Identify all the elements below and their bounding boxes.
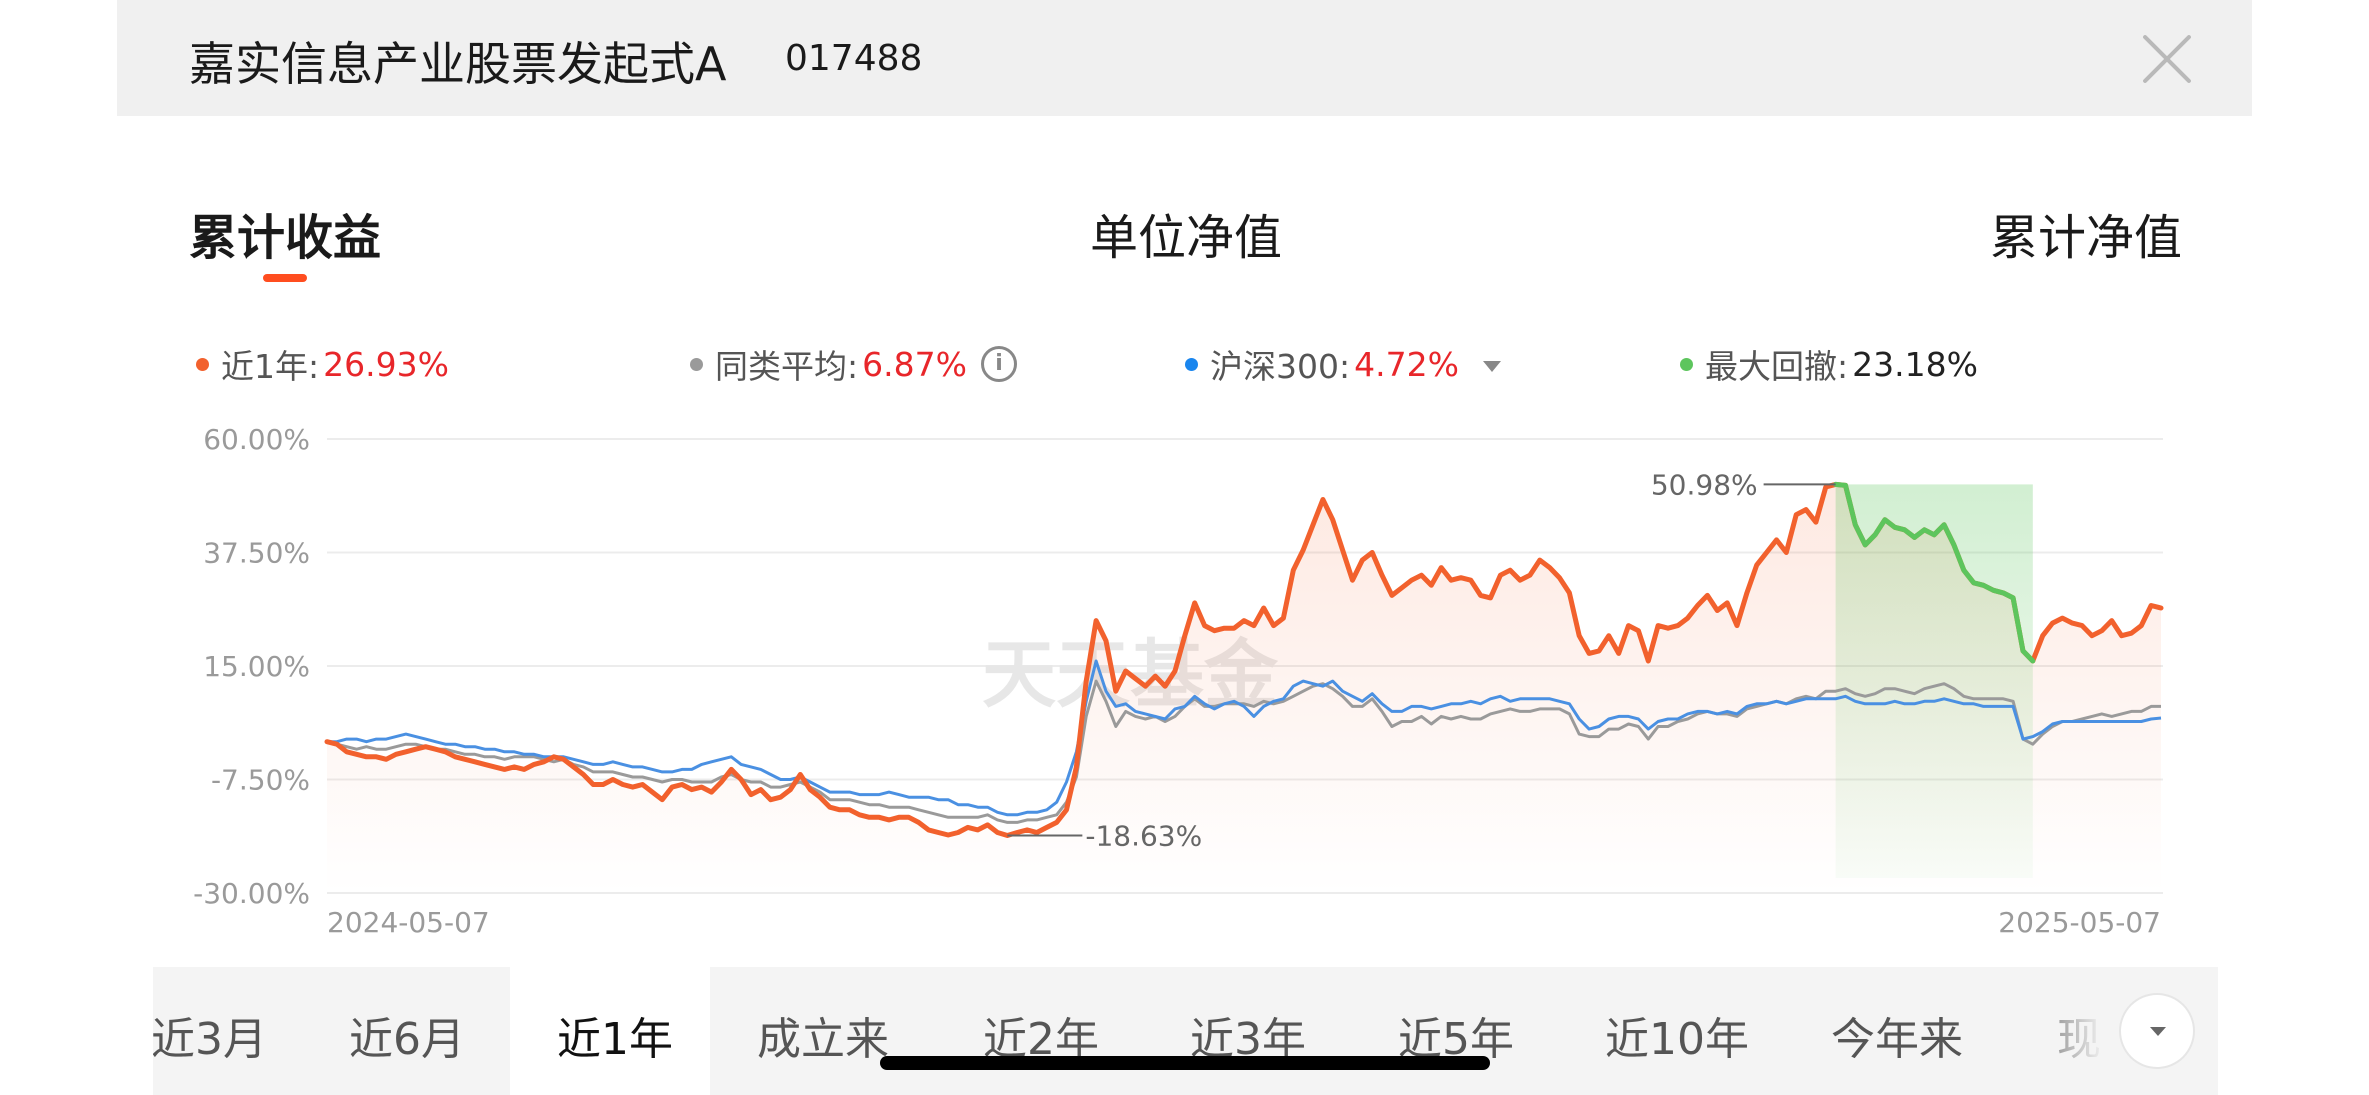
caret-down-icon[interactable] [1482, 360, 1501, 372]
y-tick-label: -7.50% [211, 764, 310, 797]
legend-peer: 同类平均: 6.87% i [690, 340, 1017, 388]
legend-peer-value: 6.87% [862, 344, 967, 384]
range-ytd[interactable]: 今年来 [1831, 1014, 1963, 1065]
legend-drawdown: 最大回撤: 23.18% [1680, 340, 1978, 388]
legend-index-label: 沪深300: [1210, 347, 1351, 386]
time-range-bar: 近3月 近6月 近1年 成立来 近2年 近3年 近5年 近10年 今年来 现 [153, 967, 2218, 1095]
tab-unit-nav[interactable]: 单位净值 [1090, 210, 1283, 266]
chevron-down-icon [2150, 1027, 2166, 1036]
csi300-line [327, 659, 2162, 817]
legend-index-dot [1185, 357, 1198, 371]
legend-fund-label: 近1年: [221, 347, 320, 386]
drawdown-line [1833, 481, 2036, 664]
fund-name: 嘉实信息产业股票发起式A [189, 37, 727, 91]
range-active-background [510, 967, 710, 1095]
legend-fund-value: 26.93% [323, 344, 449, 384]
range-3m[interactable]: 近3月 [153, 1014, 267, 1065]
max-annotation-label: 50.98% [1651, 468, 1758, 501]
x-tick-end: 2025-05-07 [1998, 906, 2161, 939]
min-annotation-label: -18.63% [1085, 819, 1202, 852]
legend-index[interactable]: 沪深300: 4.72% [1185, 340, 1501, 388]
legend-peer-label: 同类平均: [715, 347, 859, 386]
range-since-inception[interactable]: 成立来 [757, 1014, 889, 1065]
y-tick-label: -30.00% [193, 877, 310, 910]
legend-peer-dot [690, 357, 703, 371]
active-tab-indicator [263, 274, 307, 282]
fund-code: 017488 [785, 38, 923, 79]
tab-cumulative-return[interactable]: 累计收益 [189, 210, 382, 266]
range-6m[interactable]: 近6月 [349, 1014, 465, 1065]
range-1y[interactable]: 近1年 [557, 1014, 673, 1065]
y-tick-label: 37.50% [203, 537, 310, 570]
peer-average-line [326, 679, 2161, 824]
close-icon[interactable] [2142, 34, 2192, 84]
legend-drawdown-value: 23.18% [1852, 344, 1978, 384]
info-icon[interactable]: i [980, 346, 1017, 382]
x-tick-start: 2024-05-07 [327, 906, 490, 939]
legend-index-value: 4.72% [1354, 344, 1459, 384]
return-chart[interactable]: 60.00%37.50%15.00%-7.50%-30.00% 天天基金 50.… [0, 400, 2369, 940]
home-indicator [880, 1056, 1490, 1070]
y-axis-ticks: 60.00% 37.50% 15.00% -7.50% -30.00% [193, 423, 310, 910]
y-tick-label: 15.00% [203, 650, 310, 683]
legend-fund-dot [196, 357, 209, 371]
drawdown-highlight [1835, 484, 2033, 878]
annotations: 50.98% -18.63% [1007, 468, 1836, 852]
legend-drawdown-label: 最大回撤: [1705, 347, 1849, 386]
fund-header: 嘉实信息产业股票发起式A 017488 [117, 0, 2252, 116]
y-tick-label: 60.00% [203, 423, 310, 456]
fund-area-fill [327, 484, 2161, 893]
range-10y[interactable]: 近10年 [1605, 1014, 1749, 1065]
range-more-button[interactable] [2121, 995, 2193, 1067]
tab-cumulative-nav[interactable]: 累计净值 [1990, 210, 2183, 266]
legend-fund: 近1年: 26.93% [196, 340, 449, 388]
legend-drawdown-dot [1680, 357, 1693, 371]
